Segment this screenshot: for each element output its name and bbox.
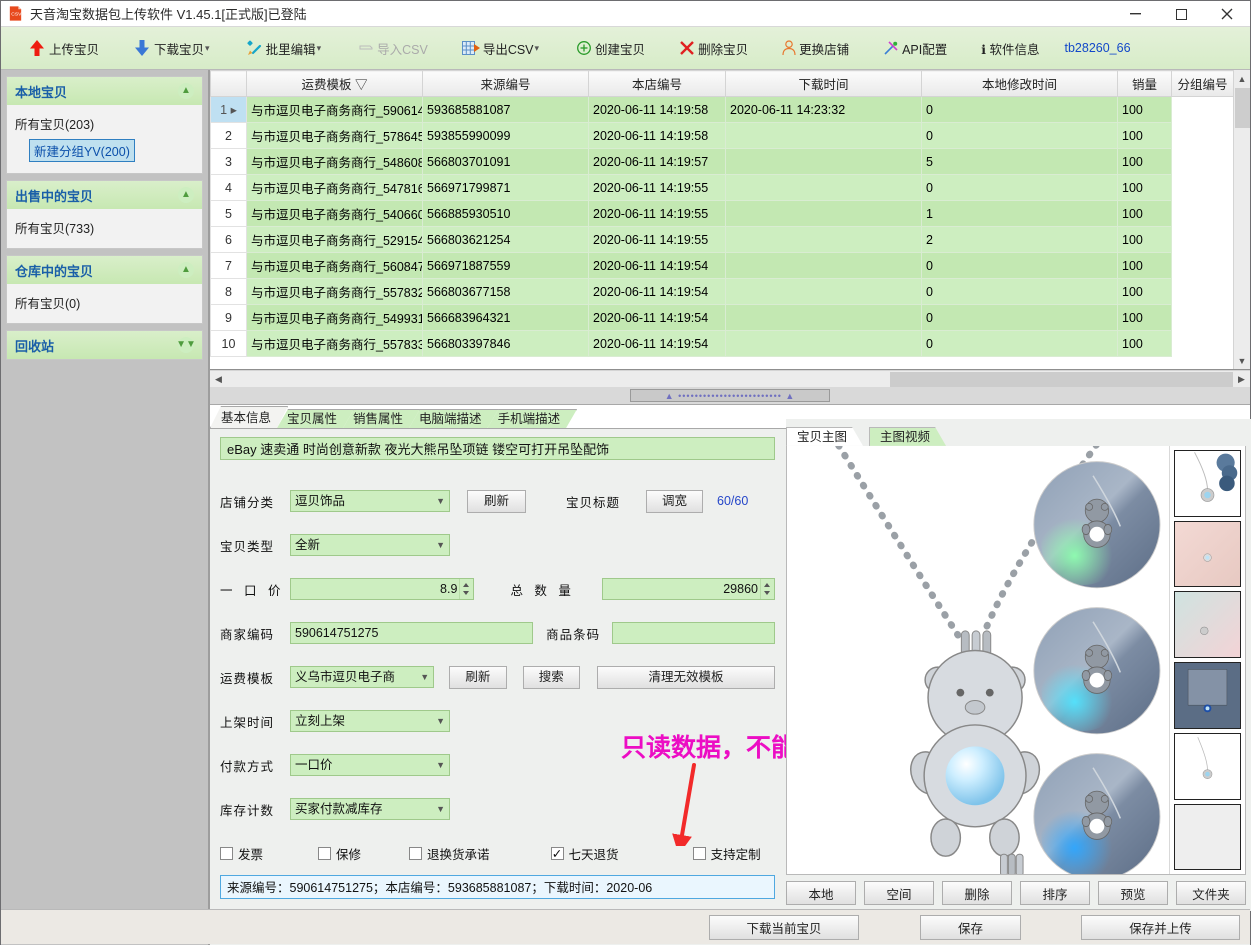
svg-text:CSV: CSV — [11, 12, 22, 18]
